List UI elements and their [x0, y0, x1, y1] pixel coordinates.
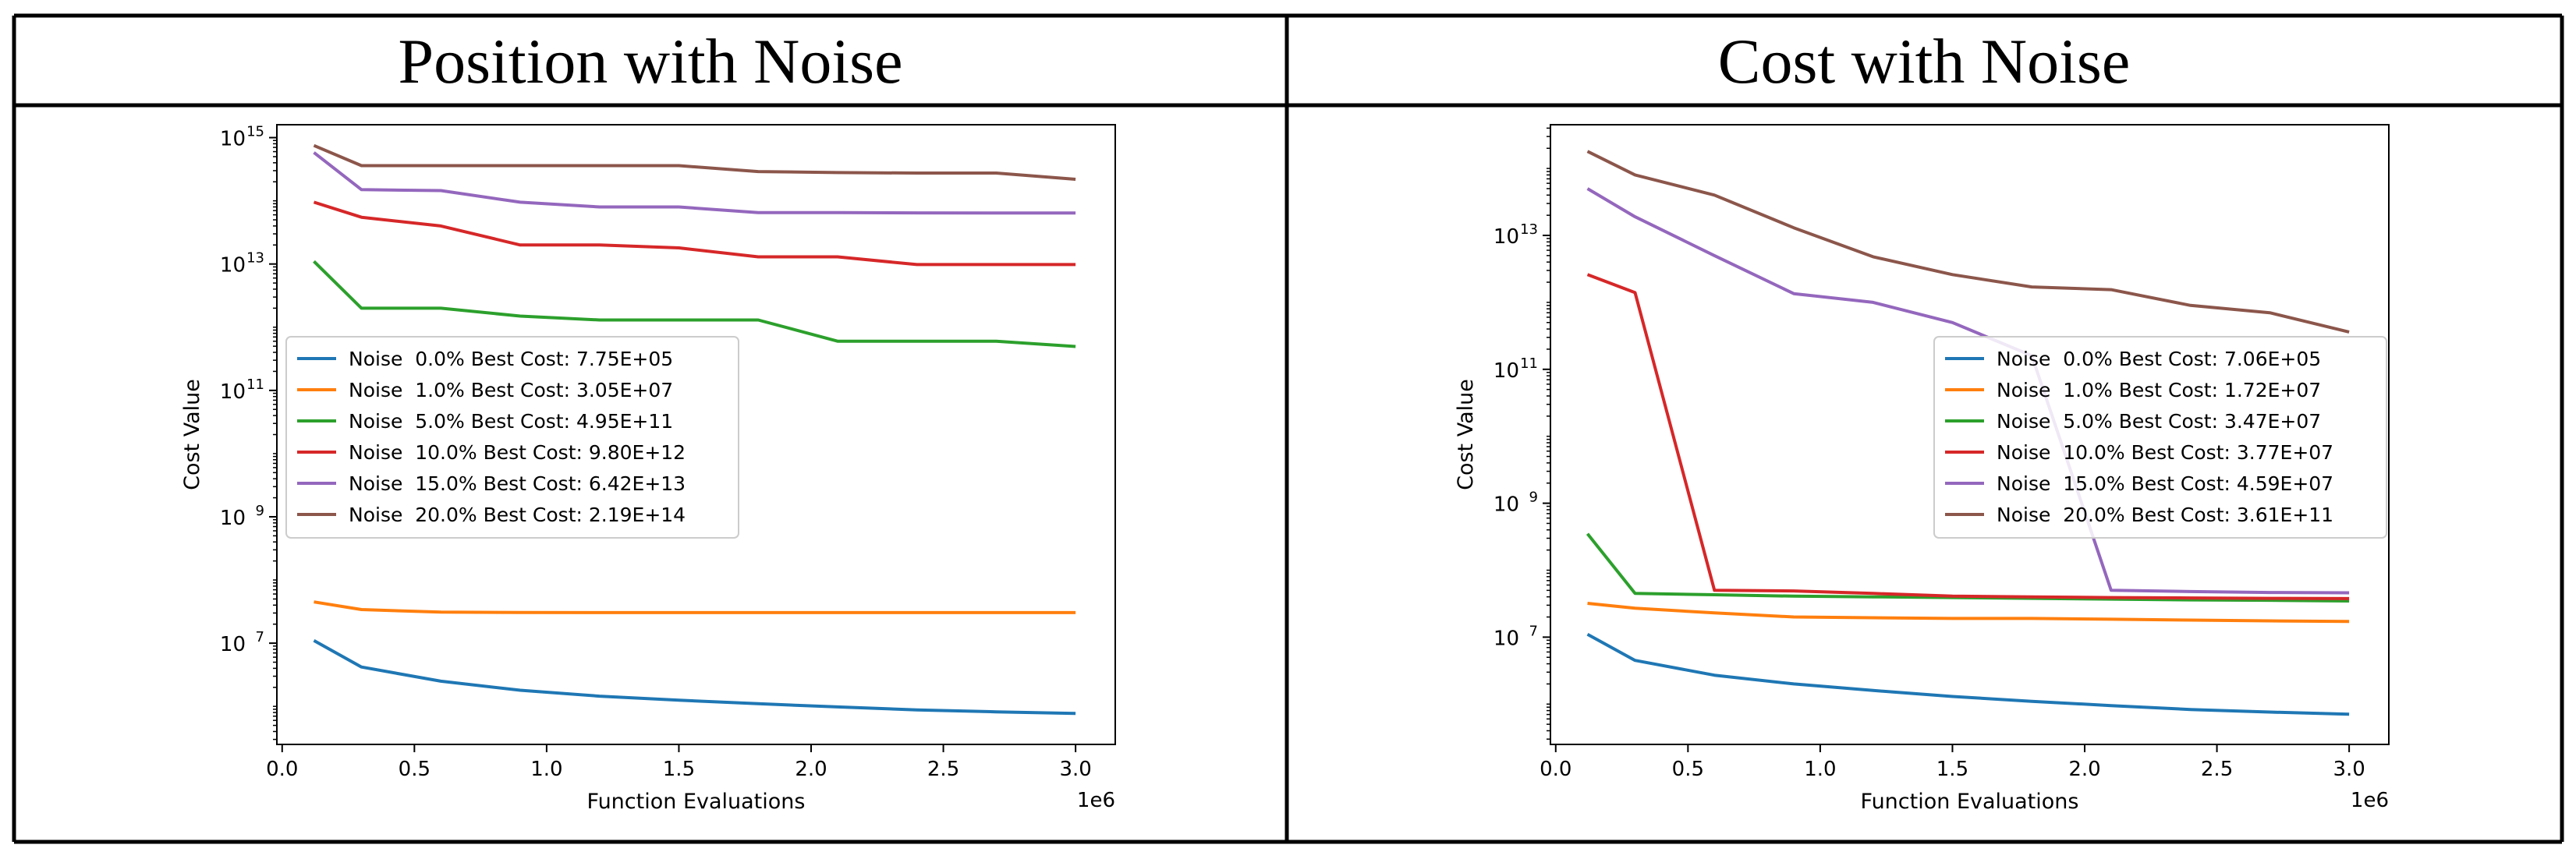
left-column-header: Position with Noise — [399, 26, 903, 97]
legend-entry-0: Noise 0.0% Best Cost: 7.75E+05 — [349, 348, 673, 370]
x-tick-label: 2.5 — [2201, 758, 2233, 781]
x-tick-label: 0.5 — [399, 758, 431, 781]
series-line-3 — [313, 200, 1076, 267]
series-line-3 — [1586, 273, 2350, 600]
x-tick-label: 3.0 — [1059, 758, 1091, 781]
y-tick-exponent: 11 — [246, 376, 264, 393]
y-axis-label: Cost Value — [180, 379, 204, 490]
x-tick-label: 1.5 — [1936, 758, 1968, 781]
table-borders — [12, 13, 2564, 844]
legend-entry-4: Noise 15.0% Best Cost: 4.59E+07 — [1997, 472, 2333, 495]
x-tick-label: 0.5 — [1672, 758, 1704, 781]
y-axis-label: Cost Value — [1454, 379, 1478, 490]
x-tick-label: 2.5 — [927, 758, 959, 781]
y-tick-exponent: 7 — [256, 629, 264, 645]
series-line-2 — [313, 260, 1076, 348]
x-axis-label: Function Evaluations — [1861, 790, 2079, 814]
x-axis-ticks: 0.0 0.5 1.0 1.5 2.0 2.5 3.0 — [266, 744, 1092, 781]
x-axis-ticks: 0.0 0.5 1.0 1.5 2.0 2.5 3.0 — [1540, 744, 2365, 781]
y-tick-label: 10 — [1494, 359, 1519, 383]
y-tick-label: 10 — [220, 633, 246, 656]
series-lines — [313, 143, 1076, 716]
legend: Noise 0.0% Best Cost: 7.06E+05 Noise 1.0%… — [1933, 336, 2387, 539]
y-tick-exponent: 13 — [1520, 221, 1538, 238]
legend-entry-0: Noise 0.0% Best Cost: 7.06E+05 — [1997, 348, 2321, 370]
x-axis-offset-label: 1e6 — [2351, 789, 2389, 812]
legend-entry-5: Noise 20.0% Best Cost: 3.61E+11 — [1997, 504, 2333, 526]
y-minor-ticks — [273, 140, 277, 741]
series-line-0 — [1586, 633, 2350, 716]
x-tick-label: 3.0 — [2333, 758, 2365, 781]
y-tick-exponent: 15 — [246, 124, 264, 140]
series-line-1 — [1587, 602, 2350, 624]
x-tick-label: 0.0 — [266, 758, 298, 781]
y-tick-label: 10 — [1494, 225, 1519, 249]
legend-entry-1: Noise 1.0% Best Cost: 1.72E+07 — [1997, 379, 2321, 401]
y-tick-label: 10 — [220, 507, 246, 530]
x-axis-offset-label: 1e6 — [1077, 789, 1115, 812]
series-line-0 — [313, 639, 1076, 716]
y-tick-label: 10 — [220, 380, 246, 404]
y-tick-label: 10 — [1494, 627, 1519, 650]
legend-entry-4: Noise 15.0% Best Cost: 6.42E+13 — [349, 472, 686, 495]
x-tick-label: 2.0 — [2068, 758, 2100, 781]
plot-area-frame — [1550, 124, 2390, 745]
legend-entry-2: Noise 5.0% Best Cost: 4.95E+11 — [349, 410, 673, 433]
legend-entry-3: Noise 10.0% Best Cost: 9.80E+12 — [349, 441, 686, 464]
y-tick-label: 10 — [1494, 493, 1519, 517]
y-tick-label: 10 — [220, 254, 246, 277]
y-tick-exponent: 9 — [256, 503, 264, 519]
x-axis-label: Function Evaluations — [587, 790, 806, 814]
series-line-5 — [1586, 150, 2350, 334]
right-column-header: Cost with Noise — [1718, 26, 2130, 97]
series-line-4 — [313, 151, 1076, 215]
y-minor-ticks — [1547, 127, 1550, 740]
y-tick-exponent: 11 — [1520, 355, 1538, 372]
legend: Noise 0.0% Best Cost: 7.75E+05 Noise 1.0%… — [285, 336, 739, 539]
legend-box — [1933, 336, 2387, 539]
series-line-4 — [1586, 187, 2350, 595]
y-tick-exponent: 13 — [246, 250, 264, 267]
x-tick-label: 1.0 — [530, 758, 562, 781]
legend-box — [285, 336, 739, 539]
series-lines — [1586, 150, 2350, 716]
y-tick-exponent: 9 — [1529, 490, 1538, 506]
legend-entry-5: Noise 20.0% Best Cost: 2.19E+14 — [349, 504, 686, 526]
legend-entry-2: Noise 5.0% Best Cost: 3.47E+07 — [1997, 410, 2321, 433]
x-tick-label: 2.0 — [795, 758, 827, 781]
y-tick-label: 10 — [220, 128, 246, 151]
series-line-5 — [313, 143, 1076, 181]
x-tick-label: 0.0 — [1540, 758, 1571, 781]
legend-entry-3: Noise 10.0% Best Cost: 3.77E+07 — [1997, 441, 2333, 464]
series-line-1 — [314, 600, 1076, 614]
x-tick-label: 1.0 — [1804, 758, 1836, 781]
x-tick-label: 1.5 — [663, 758, 695, 781]
y-tick-exponent: 7 — [1529, 623, 1538, 639]
legend-entry-1: Noise 1.0% Best Cost: 3.05E+07 — [349, 379, 673, 401]
